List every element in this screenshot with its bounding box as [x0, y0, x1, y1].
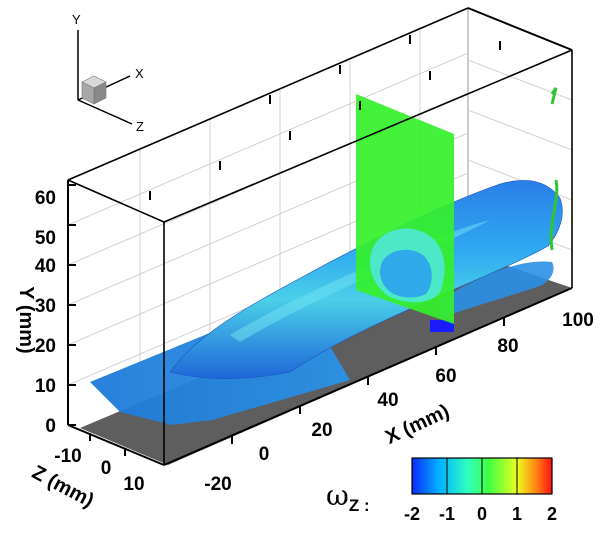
vertical-slice-inner: [380, 249, 432, 298]
z-tick-0: 0: [101, 458, 112, 479]
colorbar-symbol-sub: Z: [349, 496, 359, 515]
colorbar-tick-0: 0: [477, 504, 487, 524]
colorbar-tick-minus2: -2: [404, 504, 420, 524]
triad-label-y: Y: [72, 12, 81, 27]
isosurface-foot: [430, 320, 454, 332]
z-tick-10: 10: [123, 474, 144, 495]
orientation-triad: Y X Z: [72, 12, 144, 134]
colorbar-tick-minus1: -1: [439, 504, 455, 524]
bounding-box-front: [67, 7, 573, 465]
triad-label-x: X: [135, 66, 144, 81]
triad-cube-right: [93, 81, 107, 105]
y-tick-40: 40: [35, 256, 56, 277]
x-tick-minus20: -20: [204, 474, 231, 495]
colorbar-tick-1: 1: [512, 504, 522, 524]
x-tick-60: 60: [435, 366, 456, 387]
y-tick-20: 20: [35, 336, 56, 357]
colorbar: ωZ : -2 -1 0 1 2: [326, 457, 557, 524]
colorbar-symbol-colon: :: [359, 496, 369, 515]
x-tick-20: 20: [311, 420, 332, 441]
x-tick-0: 0: [259, 444, 270, 465]
y-tick-10: 10: [35, 376, 56, 397]
z-tick-minus10: -10: [54, 446, 81, 467]
y-tick-30: 30: [35, 296, 56, 317]
x-tick-labels: -20 0 20 40 60 80 100: [204, 310, 594, 495]
y-tick-60: 60: [35, 188, 56, 209]
z-tick-labels: -10 0 10: [54, 446, 144, 495]
edge-streak: [549, 87, 559, 251]
y-tick-0: 0: [45, 416, 56, 437]
vortex-isosurface-lower: [440, 261, 554, 318]
z-axis-label: Z (mm): [28, 461, 97, 512]
x-tick-40: 40: [377, 390, 398, 411]
x-tick-80: 80: [497, 336, 518, 357]
colorbar-symbol-omega: ω: [326, 479, 349, 512]
colorbar-symbol: ωZ :: [326, 479, 370, 515]
y-axis-label: Y (mm): [15, 286, 37, 353]
tick-marks: [68, 35, 505, 456]
y-tick-labels: 0 10 20 30 40 50 60: [35, 188, 56, 437]
x-tick-100: 100: [562, 310, 594, 331]
y-tick-50: 50: [35, 228, 56, 249]
triad-label-z: Z: [136, 119, 144, 134]
colorbar-tick-2: 2: [547, 504, 557, 524]
